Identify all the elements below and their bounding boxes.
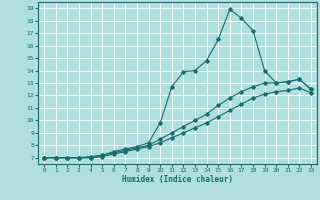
X-axis label: Humidex (Indice chaleur): Humidex (Indice chaleur): [122, 175, 233, 184]
